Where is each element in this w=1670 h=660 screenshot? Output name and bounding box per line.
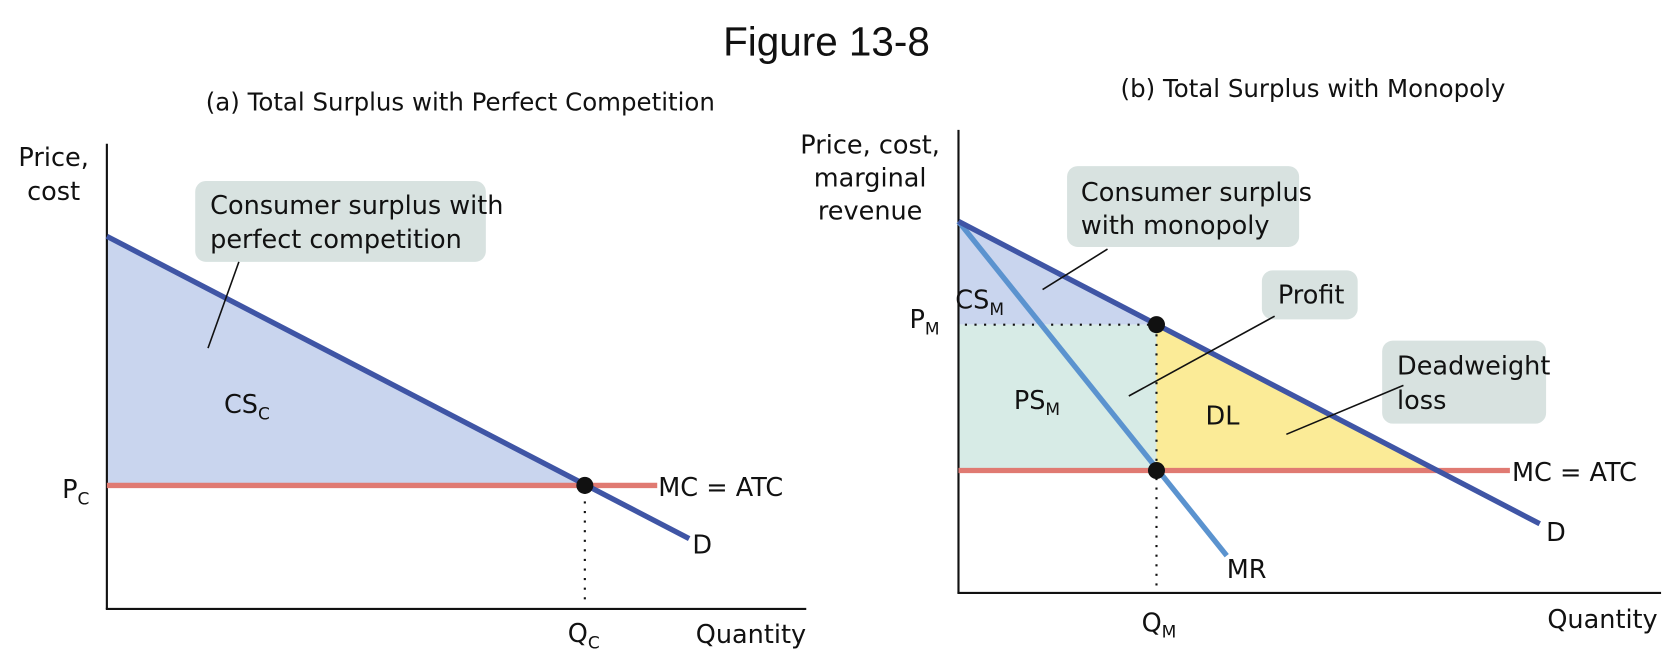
- leader-line: [1042, 248, 1108, 291]
- y-axis-label: Price, cost,: [800, 130, 940, 160]
- callout-box: [1382, 340, 1547, 424]
- area-label: PSM: [1014, 386, 1060, 420]
- quantity-label: QM: [1142, 608, 1177, 642]
- price-label: PC: [62, 475, 89, 509]
- leader-line: [207, 261, 240, 349]
- label-main: CS: [224, 390, 258, 420]
- callout-box: [1261, 270, 1358, 320]
- area-label: CSM: [955, 286, 1004, 320]
- mr-mc-point: [1147, 462, 1165, 480]
- leader-line: [1128, 315, 1276, 397]
- callout-text: perfect competition: [210, 225, 462, 255]
- callout-box: [195, 180, 486, 262]
- equilibrium-point: [576, 476, 594, 494]
- y-axis-label: marginal: [814, 163, 927, 193]
- demand-curve: [957, 219, 1541, 527]
- curve-label: MC = ATC: [1512, 458, 1637, 488]
- curve-label: MR: [1227, 555, 1267, 585]
- callout-text: Profit: [1278, 280, 1345, 310]
- panel-b: (b) Total Surplus with Monopoly Price, c…: [800, 74, 1662, 643]
- monopoly-point: [1147, 316, 1165, 334]
- leader-line: [1286, 384, 1404, 436]
- label-sub: M: [925, 319, 940, 339]
- y-axis-label: Price,: [18, 143, 88, 173]
- label-sub: M: [1045, 400, 1060, 420]
- figure-title: Figure 13-8: [723, 18, 930, 64]
- label-main: Q: [568, 619, 588, 649]
- quantity-label: QC: [568, 619, 600, 653]
- x-axis-label: Quantity: [696, 620, 806, 650]
- label-sub: C: [78, 490, 90, 510]
- callout-text: Deadweight: [1397, 352, 1550, 382]
- callout-text: loss: [1397, 386, 1446, 416]
- area-label: DL: [1206, 402, 1241, 432]
- callout-text: with monopoly: [1081, 211, 1270, 241]
- callout-text: Consumer surplus with: [210, 191, 503, 221]
- label-sub: M: [1162, 623, 1177, 643]
- panel-a: (a) Total Surplus with Perfect Competiti…: [18, 88, 807, 653]
- curve-label: MC = ATC: [658, 473, 783, 503]
- price-label: PM: [910, 305, 940, 339]
- label-main: CS: [955, 286, 989, 316]
- label-sub: C: [588, 633, 600, 653]
- callout-box: [1067, 166, 1300, 247]
- callout-text: Consumer surplus: [1081, 178, 1312, 208]
- x-axis-label: Quantity: [1547, 605, 1657, 635]
- curve-label: D: [1546, 518, 1566, 548]
- panel-title: (a) Total Surplus with Perfect Competiti…: [206, 88, 715, 117]
- label-main: P: [910, 305, 925, 335]
- label-sub: C: [258, 404, 270, 424]
- y-axis-label: cost: [27, 177, 80, 207]
- label-main: P: [62, 475, 77, 505]
- label-main: PS: [1014, 386, 1046, 416]
- panel-title: (b) Total Surplus with Monopoly: [1121, 74, 1506, 103]
- label-main: Q: [1142, 608, 1162, 638]
- y-axis-label: revenue: [818, 196, 923, 226]
- area-label: CSC: [224, 390, 270, 424]
- label-sub: M: [989, 300, 1004, 320]
- curve-label: D: [692, 531, 712, 561]
- mr-curve: [956, 219, 1229, 558]
